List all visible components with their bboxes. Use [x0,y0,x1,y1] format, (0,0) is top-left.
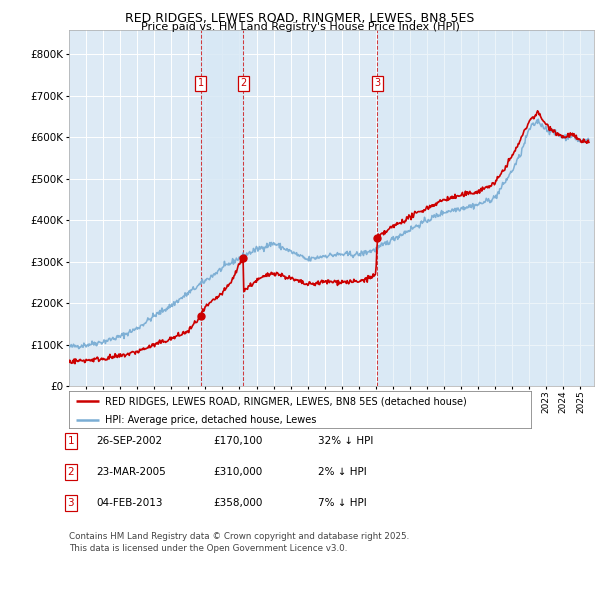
Text: 3: 3 [67,499,74,508]
Text: £358,000: £358,000 [213,499,262,508]
Text: Price paid vs. HM Land Registry's House Price Index (HPI): Price paid vs. HM Land Registry's House … [140,22,460,32]
Text: 7% ↓ HPI: 7% ↓ HPI [318,499,367,508]
Text: 1: 1 [197,78,204,88]
Text: 2: 2 [67,467,74,477]
Text: £170,100: £170,100 [213,436,262,445]
Text: RED RIDGES, LEWES ROAD, RINGMER, LEWES, BN8 5ES: RED RIDGES, LEWES ROAD, RINGMER, LEWES, … [125,12,475,25]
Text: 32% ↓ HPI: 32% ↓ HPI [318,436,373,445]
Bar [201,30,244,386]
Text: 23-MAR-2005: 23-MAR-2005 [96,467,166,477]
Text: 04-FEB-2013: 04-FEB-2013 [96,499,163,508]
Text: 2: 2 [240,78,247,88]
Text: £310,000: £310,000 [213,467,262,477]
Text: 1: 1 [67,436,74,445]
Text: 2% ↓ HPI: 2% ↓ HPI [318,467,367,477]
Text: HPI: Average price, detached house, Lewes: HPI: Average price, detached house, Lewe… [105,415,316,425]
Text: RED RIDGES, LEWES ROAD, RINGMER, LEWES, BN8 5ES (detached house): RED RIDGES, LEWES ROAD, RINGMER, LEWES, … [105,396,467,406]
Text: 3: 3 [374,78,380,88]
Text: Contains HM Land Registry data © Crown copyright and database right 2025.
This d: Contains HM Land Registry data © Crown c… [69,532,409,553]
Text: 26-SEP-2002: 26-SEP-2002 [96,436,162,445]
Bar [377,30,594,386]
